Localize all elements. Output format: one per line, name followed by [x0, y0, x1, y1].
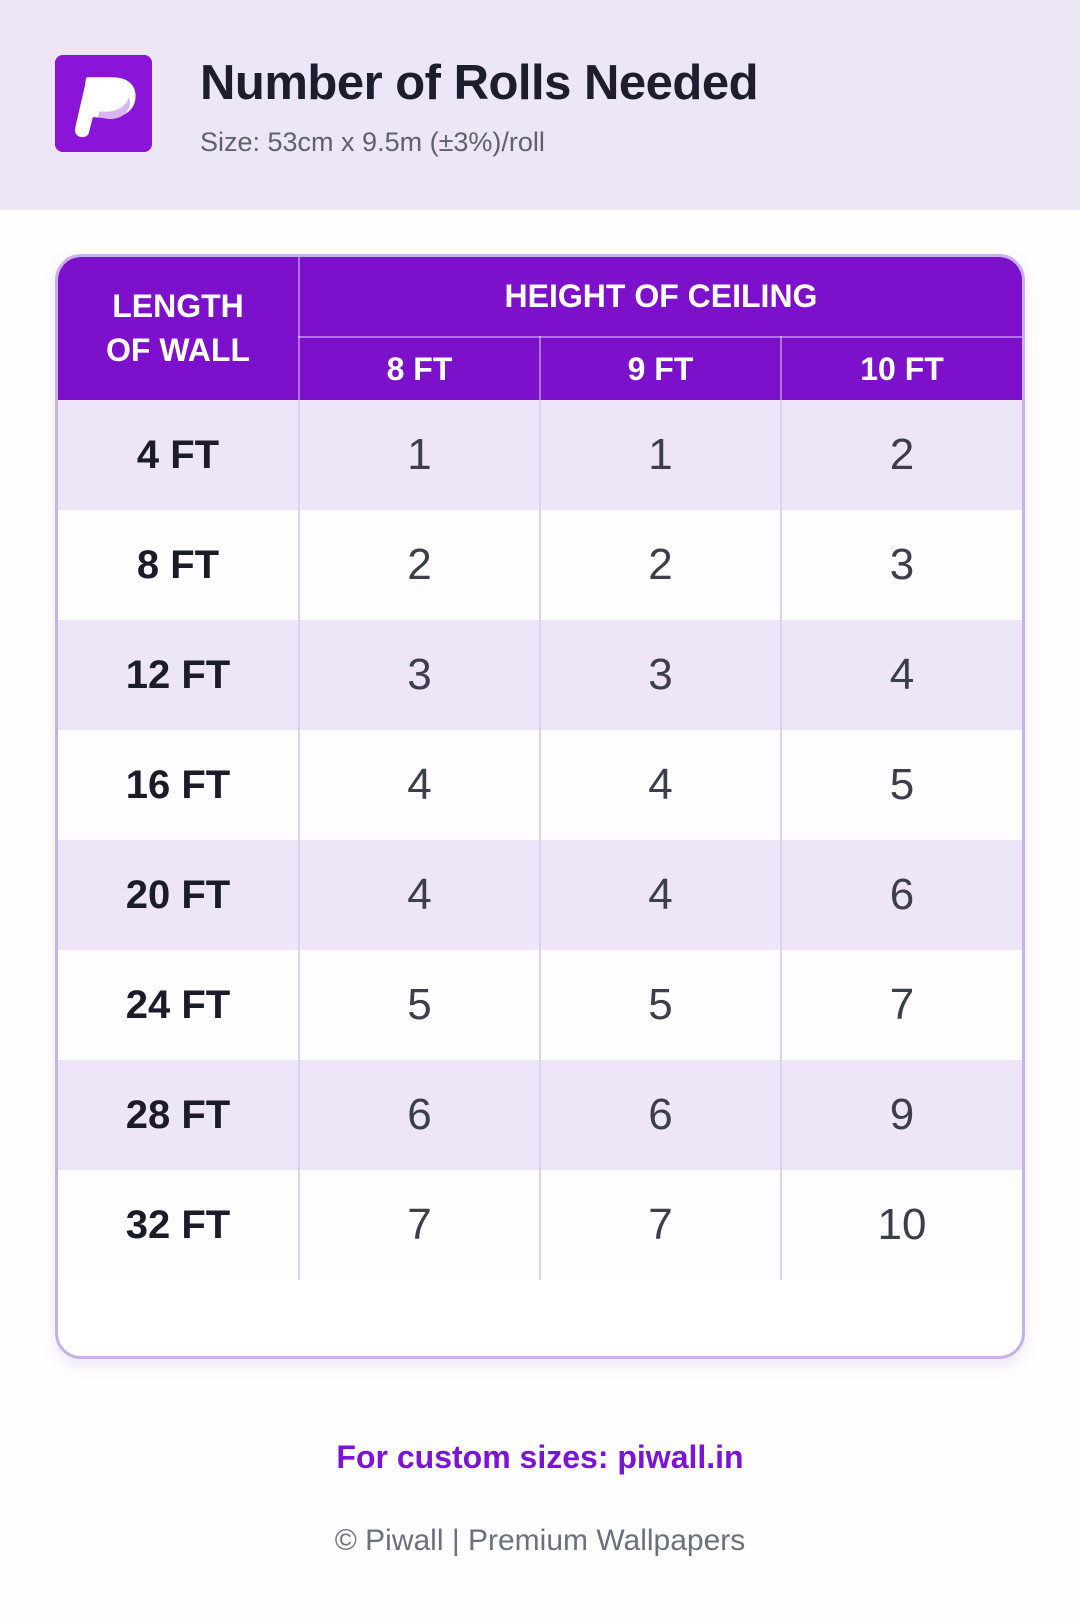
custom-sizes-link[interactable]: For custom sizes: piwall.in	[336, 1439, 744, 1475]
rolls-value: 2	[298, 510, 540, 620]
rolls-value: 5	[780, 730, 1022, 840]
rolls-value: 10	[780, 1170, 1022, 1280]
rolls-value: 7	[539, 1170, 781, 1280]
rolls-table: LENGTH OF WALL HEIGHT OF CEILING 8 FT 9 …	[58, 257, 1022, 1280]
rolls-value: 4	[539, 840, 781, 950]
rolls-value: 4	[298, 840, 540, 950]
rolls-value: 5	[539, 950, 781, 1060]
rolls-value: 5	[298, 950, 540, 1060]
roll-size-subtitle: Size: 53cm x 9.5m (±3%)/roll	[200, 126, 545, 157]
table-body: 4 FT 1 1 2 8 FT 2 2 3 12 FT 3 3 4 16 FT 4 4 5 20 FT 4 4 6 24…	[58, 400, 1022, 1280]
rolls-value: 4	[298, 730, 540, 840]
wall-length-label: 20 FT	[58, 840, 299, 950]
rolls-value: 6	[298, 1060, 540, 1170]
wall-length-label: 16 FT	[58, 730, 299, 840]
page-header: Number of Rolls Needed Size: 53cm x 9.5m…	[0, 0, 1080, 210]
table-row: 4 FT 1 1 2	[58, 400, 1022, 510]
rolls-table-card: LENGTH OF WALL HEIGHT OF CEILING 8 FT 9 …	[55, 254, 1025, 1359]
col-header-8ft: 8 FT	[299, 337, 540, 400]
wall-length-label: 12 FT	[58, 620, 299, 730]
table-row: 28 FT 6 6 9	[58, 1060, 1022, 1170]
table-row: 32 FT 7 7 10	[58, 1170, 1022, 1280]
rolls-value: 4	[780, 620, 1022, 730]
rolls-value: 9	[780, 1060, 1022, 1170]
page-title: Number of Rolls Needed	[200, 56, 759, 110]
table-row: 20 FT 4 4 6	[58, 840, 1022, 950]
wall-length-label: 24 FT	[58, 950, 299, 1060]
col-header-9ft: 9 FT	[539, 337, 781, 400]
corner-header-line1: LENGTH	[112, 288, 244, 325]
rolls-value: 1	[298, 400, 540, 510]
wall-length-label: 8 FT	[58, 510, 299, 620]
table-row: 24 FT 5 5 7	[58, 950, 1022, 1060]
piwall-p-icon	[55, 55, 152, 152]
table-header: LENGTH OF WALL HEIGHT OF CEILING 8 FT 9 …	[58, 257, 1022, 400]
rolls-value: 3	[539, 620, 781, 730]
rolls-value: 7	[298, 1170, 540, 1280]
rolls-value: 2	[780, 400, 1022, 510]
col-header-10ft: 10 FT	[780, 337, 1022, 400]
rolls-value: 1	[539, 400, 781, 510]
rolls-value: 6	[780, 840, 1022, 950]
corner-header-length-of-wall: LENGTH OF WALL	[58, 257, 300, 400]
wall-length-label: 4 FT	[58, 400, 299, 510]
rolls-value: 3	[780, 510, 1022, 620]
copyright-text: © Piwall | Premium Wallpapers	[334, 1524, 746, 1557]
rolls-value: 4	[539, 730, 781, 840]
wall-length-label: 32 FT	[58, 1170, 299, 1280]
rolls-value: 3	[298, 620, 540, 730]
rolls-value: 2	[539, 510, 781, 620]
table-row: 8 FT 2 2 3	[58, 510, 1022, 620]
rolls-value: 7	[780, 950, 1022, 1060]
corner-header-line2: OF WALL	[106, 331, 250, 368]
table-row: 12 FT 3 3 4	[58, 620, 1022, 730]
rolls-value: 6	[539, 1060, 781, 1170]
table-row: 16 FT 4 4 5	[58, 730, 1022, 840]
group-header-height-of-ceiling: HEIGHT OF CEILING	[299, 257, 1022, 338]
wall-length-label: 28 FT	[58, 1060, 299, 1170]
